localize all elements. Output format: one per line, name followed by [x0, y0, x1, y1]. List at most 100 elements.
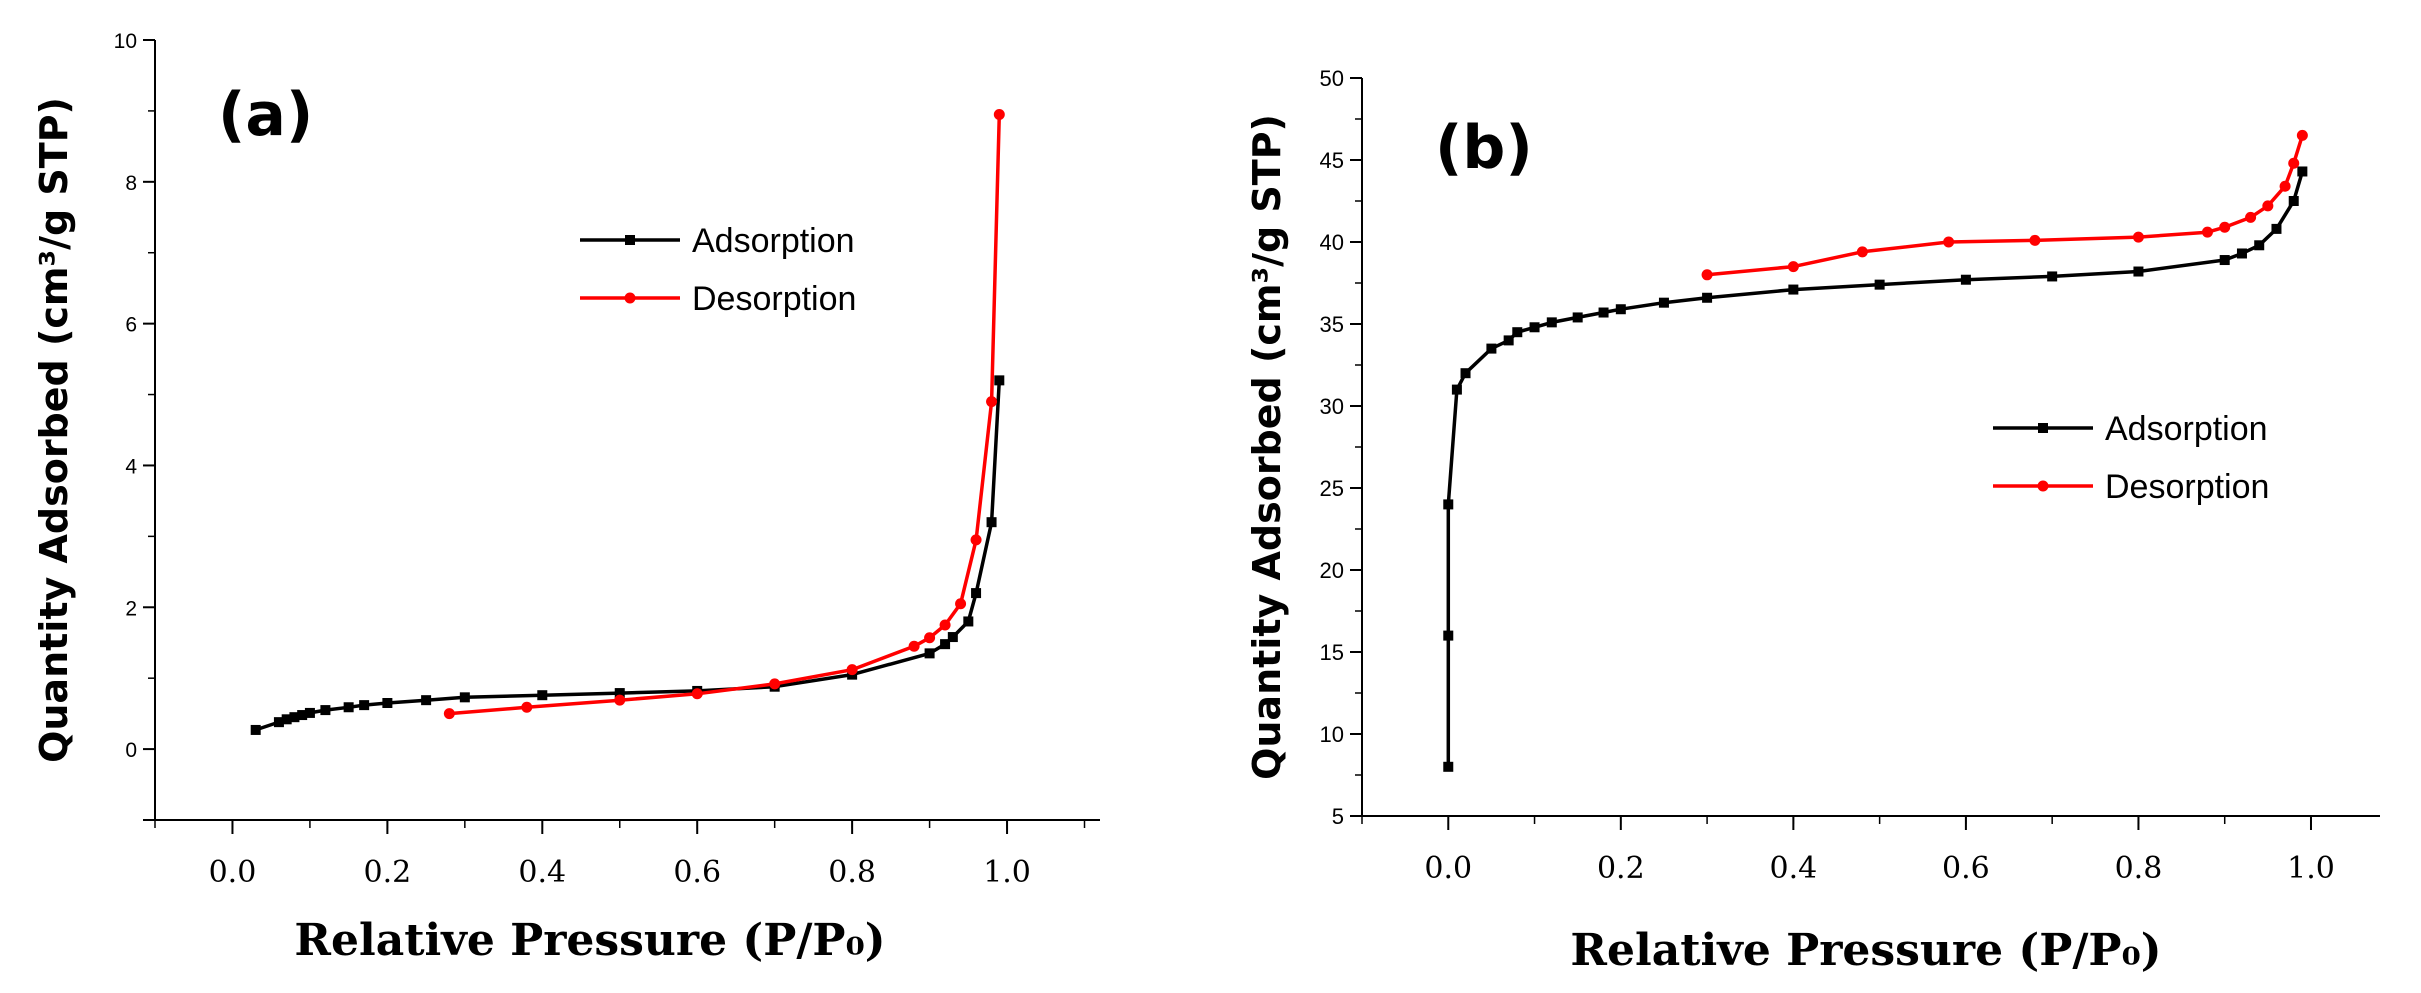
data-point-adsorption: [320, 705, 331, 716]
data-point-desorption: [986, 396, 998, 408]
data-point-adsorption: [343, 702, 354, 713]
data-point-desorption: [970, 534, 982, 546]
legend-label: Adsorption: [2105, 410, 2268, 448]
data-point-adsorption: [359, 700, 370, 711]
data-point-adsorption: [2236, 248, 2247, 259]
x-tick-label: 0.6: [673, 855, 721, 890]
x-axis-title: Relative Pressure (P/P₀): [1570, 925, 2161, 976]
y-tick-label: 40: [1320, 230, 1344, 255]
panel-label: (a): [218, 80, 313, 150]
data-point-adsorption: [924, 648, 935, 659]
chart-panel-b: 5 10 15 20 25 30 35 40 45 50 0.0 0.2 0.4 0.6 0.8 1.0 (b)…: [1245, 66, 2380, 976]
data-point-desorption: [955, 598, 967, 610]
data-point-desorption: [2132, 231, 2144, 243]
data-point-adsorption: [2288, 196, 2299, 206]
data-point-desorption: [2262, 200, 2274, 212]
data-point-adsorption: [304, 707, 315, 718]
data-point-adsorption: [947, 632, 958, 643]
panel-label: (b): [1435, 113, 1533, 183]
data-point-desorption: [2201, 226, 2213, 238]
x-axis-title: Relative Pressure (P/P₀): [294, 915, 885, 966]
data-point-desorption: [846, 664, 858, 676]
data-point-adsorption: [614, 688, 625, 699]
x-tick-label: 0.2: [364, 855, 412, 890]
data-point-adsorption: [994, 375, 1005, 386]
data-point-desorption: [1943, 236, 1955, 248]
x-tick-label: 1.0: [983, 855, 1031, 890]
data-point-adsorption: [971, 588, 982, 599]
series-line-desorption: [449, 114, 1002, 716]
data-point-desorption: [939, 619, 951, 631]
data-point-adsorption: [1443, 630, 1454, 641]
data-point-adsorption: [963, 616, 974, 627]
y-tick-label: 10: [114, 30, 137, 53]
data-point-desorption: [769, 678, 781, 690]
data-point-adsorption: [2047, 271, 2058, 282]
data-point-adsorption: [2254, 240, 2265, 251]
y-tick-label: 35: [1320, 312, 1344, 337]
data-point-desorption: [993, 108, 1005, 120]
y-tick-label: 45: [1320, 148, 1344, 173]
data-point-adsorption: [1546, 317, 1557, 328]
data-point-adsorption: [1529, 322, 1540, 333]
data-point-adsorption: [297, 710, 308, 721]
data-point-adsorption: [281, 714, 292, 725]
legend-label: Desorption: [692, 280, 856, 318]
data-point-adsorption: [289, 712, 300, 723]
legend-marker: [2037, 480, 2049, 492]
y-tick-label: 4: [125, 455, 137, 478]
legend-label: Desorption: [2105, 468, 2269, 506]
data-point-adsorption: [537, 690, 548, 701]
legend-marker: [2038, 423, 2048, 433]
data-point-adsorption: [1503, 335, 1514, 346]
data-point-desorption: [908, 640, 920, 652]
data-point-desorption: [2029, 234, 2041, 246]
y-tick-label: 50: [1320, 66, 1344, 91]
x-tick-label: 0.4: [1769, 851, 1817, 886]
data-point-adsorption: [1615, 304, 1626, 315]
y-tick-label: 30: [1320, 394, 1344, 419]
data-point-adsorption: [1486, 343, 1497, 354]
data-point-desorption: [1701, 269, 1713, 281]
data-point-adsorption: [1788, 284, 1799, 295]
data-point-desorption: [2219, 221, 2231, 233]
data-point-adsorption: [940, 639, 951, 650]
data-point-desorption: [1856, 246, 1868, 258]
x-tick-label: 1.0: [2287, 851, 2335, 886]
legend-label: Adsorption: [692, 222, 855, 260]
data-point-adsorption: [459, 692, 470, 703]
data-point-adsorption: [421, 695, 432, 706]
chart-panel-a: 0 2 4 6 8 10 0.0 0.2 0.4 0.6 0.8 1.0 (a) Quantity Ads…: [32, 30, 1100, 966]
y-axis-title: Quantity Adsorbed (cm³/g STP): [1245, 114, 1289, 780]
data-point-adsorption: [1512, 327, 1523, 338]
data-point-adsorption: [1874, 279, 1885, 290]
data-point-adsorption: [1960, 274, 1971, 285]
x-tick-label: 0.6: [1942, 851, 1990, 886]
x-tick-label: 0.4: [518, 855, 566, 890]
y-tick-label: 2: [125, 597, 137, 620]
data-point-desorption: [521, 701, 533, 713]
data-point-adsorption: [1460, 368, 1471, 379]
y-tick-label: 10: [1320, 722, 1344, 747]
data-point-desorption: [2288, 157, 2300, 169]
x-tick-label: 0.0: [209, 855, 257, 890]
y-tick-label: 20: [1320, 558, 1344, 583]
y-tick-label: 5: [1332, 804, 1344, 829]
data-point-desorption: [691, 688, 703, 700]
data-point-desorption: [2245, 211, 2257, 223]
data-point-adsorption: [1572, 312, 1583, 323]
series-line-adsorption: [255, 380, 1002, 732]
data-point-adsorption: [2297, 166, 2308, 177]
data-point-adsorption: [2219, 255, 2230, 266]
y-tick-label: 15: [1320, 640, 1344, 665]
data-point-desorption: [443, 708, 455, 720]
data-point-desorption: [2279, 180, 2291, 192]
data-point-adsorption: [986, 517, 997, 528]
data-point-adsorption: [2271, 223, 2282, 234]
y-tick-label: 0: [125, 739, 137, 762]
data-point-adsorption: [1598, 307, 1609, 318]
legend-marker: [624, 292, 636, 304]
legend-marker: [625, 235, 635, 245]
data-point-desorption: [2296, 129, 2308, 141]
